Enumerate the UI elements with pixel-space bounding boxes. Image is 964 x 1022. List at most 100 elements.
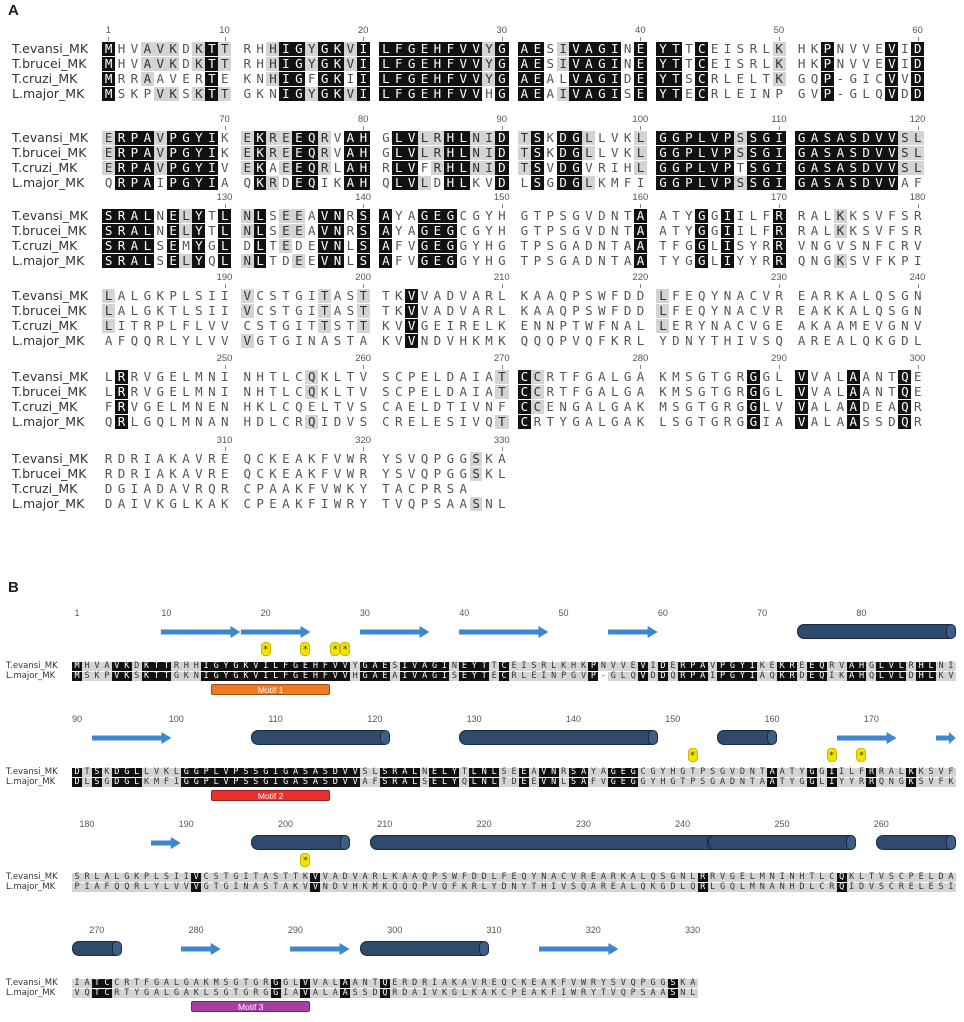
position-tick: [501, 447, 503, 451]
residue-cell: S: [102, 209, 116, 223]
residue-cell: Y: [846, 778, 857, 787]
residue-cell: C: [885, 239, 899, 253]
residue-cell: A: [530, 289, 544, 303]
residue-cell: V: [429, 989, 440, 998]
residue-cell: K: [240, 662, 252, 671]
residue-cell: G: [759, 319, 773, 333]
residue-cell: F: [872, 239, 886, 253]
residue-cell: D: [443, 370, 457, 384]
residue-cell: R: [392, 415, 406, 429]
residue-cell: I: [747, 662, 758, 671]
residue-cell: D: [340, 873, 351, 882]
residue-cell: L: [417, 146, 432, 160]
residue-cell: I: [538, 672, 549, 681]
residue-cell: A: [399, 873, 410, 882]
residue-cell: G: [191, 768, 202, 777]
residue-cell: V: [759, 304, 773, 318]
residue-cell: L: [417, 415, 432, 429]
residue-cell: L: [330, 370, 345, 384]
residue-cell: E: [300, 662, 311, 671]
residue-cell: D: [595, 224, 609, 238]
residue-cell: K: [517, 289, 532, 303]
residue-cell: S: [330, 319, 345, 333]
residue-cell: R: [772, 224, 786, 238]
residue-cell: A: [757, 672, 768, 681]
residue-cell: A: [548, 873, 559, 882]
residue-cell: S: [266, 209, 280, 223]
residue-cell: S: [876, 883, 887, 892]
residue-cell: G: [746, 415, 760, 429]
residue-cell: K: [449, 979, 460, 988]
residue-cell: M: [757, 873, 768, 882]
residue-cell: V: [140, 497, 154, 511]
residue-cell: K: [618, 873, 629, 882]
residue-cell: Q: [111, 883, 122, 892]
residue-cell: C: [201, 873, 212, 882]
residue-cell: S: [161, 873, 172, 882]
residue-cell: A: [456, 370, 470, 384]
residue-cell: V: [469, 979, 480, 988]
residue-cell: R: [114, 131, 129, 145]
residue-cell: R: [876, 768, 887, 777]
residue-cell: V: [330, 662, 341, 671]
residue-cell: E: [682, 87, 696, 101]
residue-cell: V: [405, 319, 419, 333]
position-number: 40: [459, 608, 470, 618]
residue-cell: S: [885, 289, 899, 303]
residue-cell: E: [528, 778, 539, 787]
residue-cell: S: [746, 131, 760, 145]
residue-cell: E: [518, 778, 530, 787]
residue-cell: I: [201, 662, 212, 671]
residue-cell: C: [292, 370, 306, 384]
residue-cell: S: [250, 778, 261, 787]
residue-cell: N: [482, 400, 496, 414]
residue-cell: A: [356, 334, 370, 348]
position-number: 230: [771, 272, 787, 283]
residue-cell: K: [772, 72, 786, 86]
position-number: 180: [909, 192, 926, 203]
position-tick: [363, 126, 365, 130]
residue-cell: A: [538, 979, 549, 988]
residue-cell: V: [872, 146, 886, 160]
residue-cell: K: [330, 87, 345, 101]
residue-cell: A: [330, 989, 341, 998]
residue-cell: H: [253, 42, 267, 56]
residue-cell: V: [340, 883, 351, 892]
residue-cell: K: [392, 304, 406, 318]
residue-cell: N: [253, 72, 267, 86]
beta-strand-arrow: [359, 626, 430, 638]
residue-cell: I: [556, 87, 570, 101]
residue-cell: E: [708, 57, 722, 71]
residue-cell: R: [114, 415, 129, 429]
residue-cell: K: [305, 467, 319, 481]
residue-cell: L: [833, 370, 847, 384]
residue-cell: T: [379, 289, 393, 303]
residue-cell: Y: [598, 979, 609, 988]
residue-cell: G: [667, 873, 679, 882]
residue-cell: P: [820, 72, 835, 86]
residue-cell: K: [935, 672, 947, 681]
residue-cell: K: [253, 176, 267, 190]
residue-cell: R: [292, 415, 306, 429]
residue-cell: R: [720, 415, 735, 429]
residue-cell: C: [530, 400, 544, 414]
residue-cell: G: [469, 209, 483, 223]
residue-cell: H: [350, 672, 361, 681]
residue-cell: S: [179, 87, 193, 101]
residue-cell: L: [876, 672, 887, 681]
residue-cell: T: [517, 254, 532, 268]
residue-cell: K: [656, 370, 670, 384]
residue-cell: L: [127, 289, 142, 303]
position-number: 330: [685, 925, 701, 935]
residue-cell: T: [266, 334, 280, 348]
residue-cell: L: [595, 146, 609, 160]
residue-cell: E: [166, 224, 180, 238]
residue-cell: S: [568, 883, 579, 892]
residue-cell: L: [548, 662, 559, 671]
residue-cell: D: [859, 161, 873, 175]
residue-cell: K: [543, 131, 557, 145]
residue-cell: H: [856, 672, 867, 681]
residue-cell: P: [682, 176, 696, 190]
residue-cell: Y: [482, 224, 496, 238]
residue-cell: Y: [449, 778, 460, 787]
